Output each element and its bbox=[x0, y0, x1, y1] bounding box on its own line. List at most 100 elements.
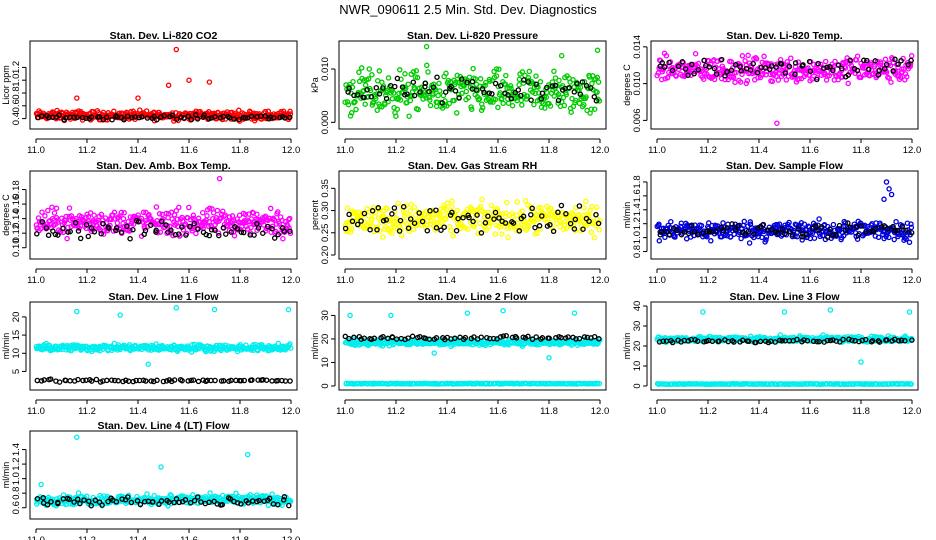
data-point bbox=[98, 230, 104, 237]
y-tick-label: 0 bbox=[632, 383, 643, 388]
data-point bbox=[595, 220, 602, 227]
data-point bbox=[358, 65, 365, 71]
data-point bbox=[858, 223, 864, 229]
data-point bbox=[443, 70, 449, 77]
data-point bbox=[491, 216, 497, 222]
x-tick-label: 12.0 bbox=[903, 406, 922, 417]
data-point bbox=[142, 227, 149, 234]
x-tick-label: 11.6 bbox=[180, 145, 198, 156]
data-point bbox=[464, 79, 470, 86]
data-point bbox=[433, 335, 440, 341]
data-point bbox=[67, 378, 73, 384]
outlier-point bbox=[173, 46, 180, 53]
data-point bbox=[210, 210, 217, 216]
data-point bbox=[537, 79, 544, 85]
data-point bbox=[170, 232, 176, 239]
data-point bbox=[737, 79, 744, 85]
data-point bbox=[549, 83, 556, 89]
data-point bbox=[555, 209, 561, 216]
data-point bbox=[890, 68, 896, 74]
data-point bbox=[171, 377, 178, 383]
data-point bbox=[519, 69, 526, 75]
data-point bbox=[470, 65, 476, 72]
data-point bbox=[792, 71, 798, 78]
data-point bbox=[531, 219, 537, 225]
data-point bbox=[478, 334, 484, 340]
data-point bbox=[832, 58, 838, 65]
data-point bbox=[100, 220, 106, 227]
data-point bbox=[105, 498, 111, 505]
data-point bbox=[695, 66, 702, 73]
data-point bbox=[71, 499, 77, 505]
data-point bbox=[500, 100, 506, 107]
data-point bbox=[840, 232, 847, 239]
data-point bbox=[238, 229, 245, 235]
data-point bbox=[519, 102, 525, 108]
data-point bbox=[661, 64, 668, 70]
data-point bbox=[745, 228, 752, 235]
data-point bbox=[581, 102, 587, 108]
data-point bbox=[365, 76, 372, 82]
data-point bbox=[528, 211, 534, 218]
data-point bbox=[735, 222, 741, 229]
data-point bbox=[752, 69, 758, 76]
data-point bbox=[503, 72, 509, 79]
data-point bbox=[664, 225, 671, 232]
data-point bbox=[493, 73, 500, 79]
data-point bbox=[757, 338, 764, 345]
data-point bbox=[574, 80, 580, 87]
data-point bbox=[422, 80, 429, 87]
data-point bbox=[442, 89, 449, 95]
data-point bbox=[746, 338, 752, 345]
data-point bbox=[113, 499, 120, 505]
data-point bbox=[224, 223, 231, 229]
data-point bbox=[449, 203, 455, 210]
data-point bbox=[124, 223, 130, 230]
data-point bbox=[571, 226, 578, 232]
data-point bbox=[591, 333, 598, 340]
data-point bbox=[679, 59, 686, 65]
points-layer bbox=[33, 305, 294, 385]
outlier-point bbox=[423, 43, 430, 50]
data-point bbox=[806, 58, 813, 65]
data-point bbox=[673, 73, 679, 79]
y-tick-label: 15 bbox=[11, 330, 22, 341]
data-point bbox=[583, 94, 589, 100]
data-point bbox=[700, 76, 707, 82]
data-point bbox=[275, 501, 281, 508]
y-tick-label: 1.0 bbox=[11, 472, 22, 485]
y-tick-label: 1.6 bbox=[632, 189, 643, 202]
data-point bbox=[393, 215, 399, 221]
data-point bbox=[664, 74, 671, 81]
data-point bbox=[883, 61, 890, 68]
data-point bbox=[376, 91, 383, 97]
y-tick-label: 0.8 bbox=[632, 245, 643, 258]
data-point bbox=[550, 225, 556, 232]
data-point bbox=[886, 234, 892, 241]
data-point bbox=[382, 101, 388, 108]
data-point bbox=[591, 234, 598, 241]
data-point bbox=[786, 228, 793, 235]
data-point bbox=[763, 237, 769, 243]
data-point bbox=[83, 221, 90, 228]
data-point bbox=[818, 61, 824, 67]
data-point bbox=[744, 77, 751, 84]
data-point bbox=[510, 220, 517, 226]
data-point bbox=[495, 104, 501, 111]
data-point bbox=[508, 85, 514, 91]
y-tick-label: 0.6 bbox=[11, 99, 22, 112]
data-point bbox=[563, 225, 570, 232]
data-point bbox=[525, 79, 531, 85]
data-point bbox=[531, 101, 537, 108]
data-point bbox=[449, 198, 455, 204]
data-point bbox=[223, 231, 229, 237]
data-point bbox=[55, 232, 61, 238]
data-point bbox=[816, 227, 822, 233]
data-point bbox=[362, 82, 369, 88]
y-tick-label: 0.000 bbox=[320, 110, 331, 134]
y-tick-label: 20 bbox=[320, 334, 331, 345]
plot-frame bbox=[650, 301, 919, 391]
outlier-point bbox=[135, 95, 141, 101]
data-point bbox=[369, 208, 376, 214]
data-point bbox=[139, 114, 145, 120]
